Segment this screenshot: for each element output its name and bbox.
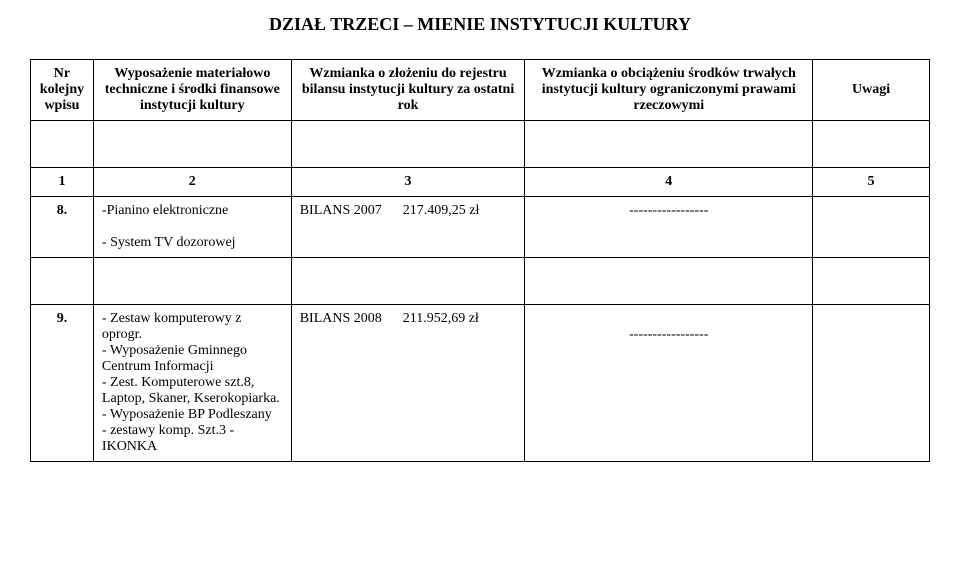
- page-title: DZIAŁ TRZECI – MIENIE INSTYTUCJI KULTURY: [30, 14, 930, 35]
- gap-row: [31, 258, 930, 305]
- table-row: 8. -Pianino elektroniczne - System TV do…: [31, 197, 930, 258]
- cell-note: -----------------: [525, 305, 813, 462]
- header-col-2: Wyposażenie materiałowo techniczne i śro…: [93, 60, 291, 121]
- page: DZIAŁ TRZECI – MIENIE INSTYTUCJI KULTURY…: [0, 0, 960, 462]
- number-row: 1 2 3 4 5: [31, 168, 930, 197]
- cell-nr: 8.: [31, 197, 94, 258]
- num-5: 5: [813, 168, 930, 197]
- cell-bilans: BILANS 2008 211.952,69 zł: [291, 305, 525, 462]
- gap-row: [31, 121, 930, 168]
- cell-bilans: BILANS 2007 217.409,25 zł: [291, 197, 525, 258]
- cell-desc: -Pianino elektroniczne - System TV dozor…: [93, 197, 291, 258]
- cell-nr: 9.: [31, 305, 94, 462]
- header-col-3: Wzmianka o złożeniu do rejestru bilansu …: [291, 60, 525, 121]
- header-col-4: Wzmianka o obciążeniu środków trwałych i…: [525, 60, 813, 121]
- cell-note: -----------------: [525, 197, 813, 258]
- header-col-5: Uwagi: [813, 60, 930, 121]
- header-row: Nr kolejny wpisu Wyposażenie materiałowo…: [31, 60, 930, 121]
- cell-remarks: [813, 305, 930, 462]
- num-3: 3: [291, 168, 525, 197]
- cell-remarks: [813, 197, 930, 258]
- table-row: 9. - Zestaw komputerowy z oprogr. - Wypo…: [31, 305, 930, 462]
- cell-desc: - Zestaw komputerowy z oprogr. - Wyposaż…: [93, 305, 291, 462]
- num-4: 4: [525, 168, 813, 197]
- num-1: 1: [31, 168, 94, 197]
- header-col-1: Nr kolejny wpisu: [31, 60, 94, 121]
- assets-table: Nr kolejny wpisu Wyposażenie materiałowo…: [30, 59, 930, 462]
- num-2: 2: [93, 168, 291, 197]
